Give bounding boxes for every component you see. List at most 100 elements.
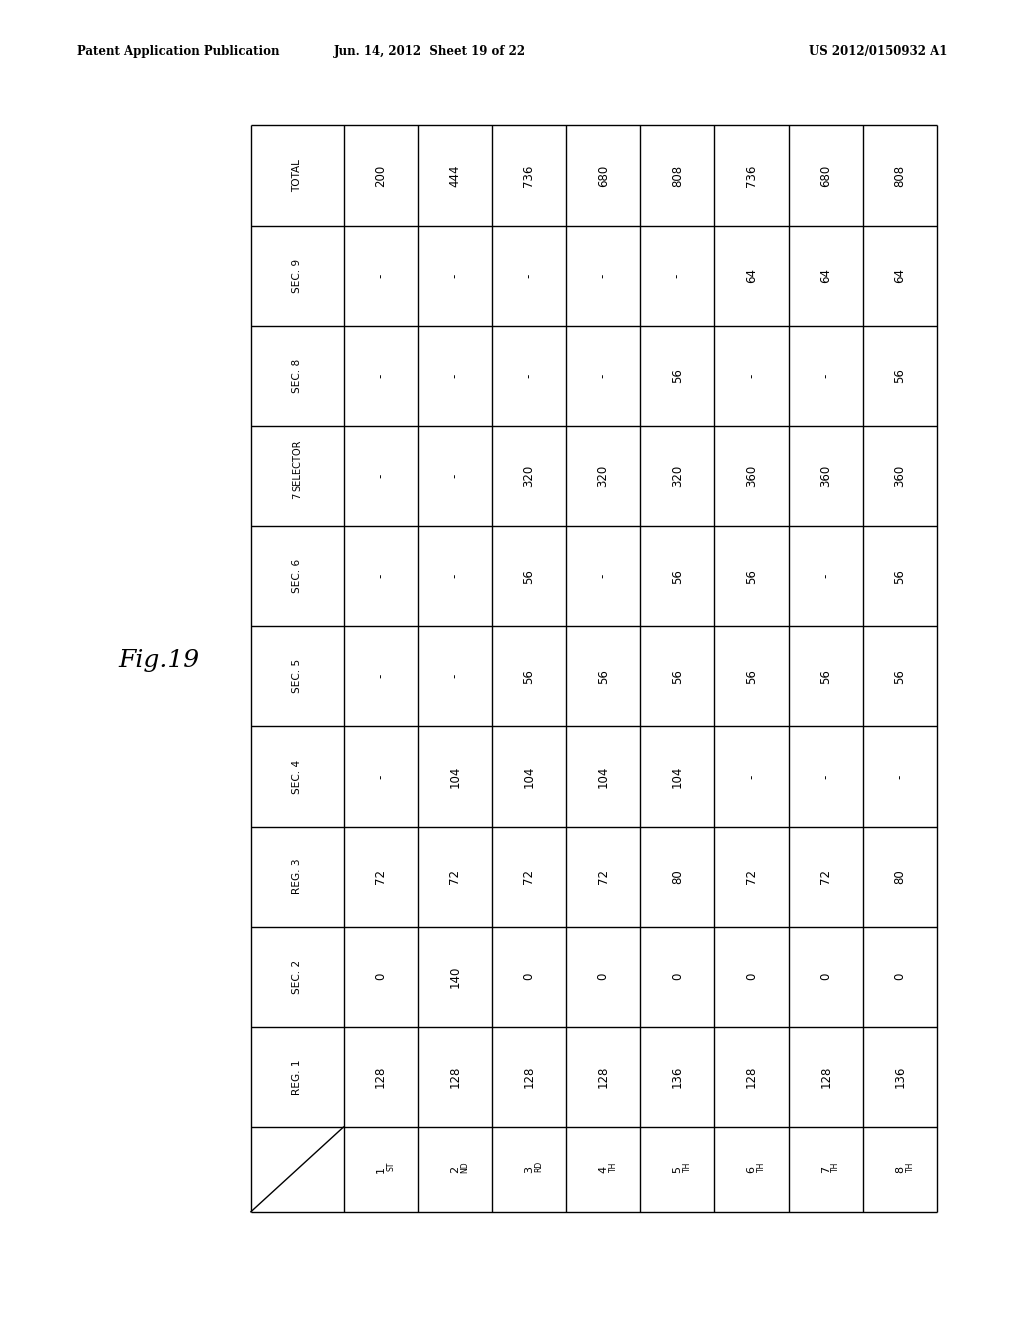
Text: 360: 360: [893, 465, 906, 487]
Text: 72: 72: [449, 869, 461, 884]
Text: 140: 140: [449, 966, 461, 987]
Text: REG. 1: REG. 1: [292, 1059, 302, 1094]
Text: 136: 136: [671, 1065, 684, 1088]
Text: SEC. 4: SEC. 4: [292, 759, 302, 793]
Text: Fig.19: Fig.19: [118, 648, 200, 672]
Text: -: -: [819, 775, 833, 779]
Text: 4: 4: [598, 1166, 608, 1173]
Text: 128: 128: [745, 1065, 758, 1088]
Text: 64: 64: [893, 268, 906, 284]
Text: 3: 3: [524, 1166, 534, 1173]
Text: 320: 320: [597, 465, 609, 487]
Text: 56: 56: [671, 569, 684, 583]
Text: -: -: [597, 273, 609, 277]
Text: 56: 56: [745, 569, 758, 583]
Text: -: -: [449, 273, 461, 277]
Text: -: -: [449, 574, 461, 578]
Text: 360: 360: [745, 465, 758, 487]
Text: -: -: [597, 374, 609, 378]
Text: 808: 808: [671, 165, 684, 186]
Text: TH: TH: [757, 1162, 766, 1172]
Text: 56: 56: [745, 669, 758, 684]
Text: TH: TH: [905, 1162, 914, 1172]
Text: -: -: [893, 775, 906, 779]
Text: 736: 736: [745, 164, 758, 186]
Text: TH: TH: [683, 1162, 692, 1172]
Text: 64: 64: [819, 268, 833, 284]
Text: RD: RD: [535, 1162, 544, 1172]
Text: -: -: [449, 374, 461, 378]
Text: -: -: [819, 374, 833, 378]
Text: -: -: [597, 574, 609, 578]
Text: 128: 128: [449, 1065, 461, 1088]
Text: 444: 444: [449, 164, 461, 186]
Text: -: -: [522, 374, 536, 378]
Text: 680: 680: [819, 165, 833, 186]
Text: -: -: [745, 775, 758, 779]
Text: -: -: [671, 273, 684, 277]
Text: 104: 104: [522, 766, 536, 788]
Text: 128: 128: [374, 1065, 387, 1088]
Text: 136: 136: [893, 1065, 906, 1088]
Text: SEC. 5: SEC. 5: [292, 659, 302, 693]
Text: SELECTOR: SELECTOR: [292, 440, 302, 491]
Text: 128: 128: [522, 1065, 536, 1088]
Text: -: -: [449, 474, 461, 478]
Text: SEC. 8: SEC. 8: [292, 359, 302, 393]
Text: 736: 736: [522, 164, 536, 186]
Text: TH: TH: [609, 1162, 617, 1172]
Text: 360: 360: [819, 465, 833, 487]
Text: 1: 1: [376, 1166, 386, 1173]
Text: 808: 808: [893, 165, 906, 186]
Text: 0: 0: [597, 973, 609, 981]
Text: -: -: [374, 273, 387, 277]
Text: 8: 8: [895, 1166, 905, 1173]
Text: 56: 56: [671, 368, 684, 383]
Text: 128: 128: [819, 1065, 833, 1088]
Text: 56: 56: [819, 669, 833, 684]
Text: REG. 3: REG. 3: [292, 859, 302, 895]
Text: 80: 80: [671, 870, 684, 884]
Text: 72: 72: [522, 869, 536, 884]
Text: 128: 128: [597, 1065, 609, 1088]
Text: 7: 7: [292, 492, 302, 499]
Text: Patent Application Publication: Patent Application Publication: [77, 45, 280, 58]
Text: 104: 104: [449, 766, 461, 788]
Text: 56: 56: [597, 669, 609, 684]
Text: 0: 0: [522, 973, 536, 981]
Text: 104: 104: [671, 766, 684, 788]
Text: 104: 104: [597, 766, 609, 788]
Text: 0: 0: [893, 973, 906, 981]
Text: SEC. 9: SEC. 9: [292, 259, 302, 293]
Text: 0: 0: [819, 973, 833, 981]
Text: 72: 72: [745, 869, 758, 884]
Text: 72: 72: [374, 869, 387, 884]
Text: -: -: [374, 775, 387, 779]
Text: -: -: [745, 374, 758, 378]
Text: 0: 0: [745, 973, 758, 981]
Text: 7: 7: [820, 1166, 830, 1173]
Text: 56: 56: [893, 669, 906, 684]
Text: US 2012/0150932 A1: US 2012/0150932 A1: [809, 45, 947, 58]
Text: TOTAL: TOTAL: [292, 158, 302, 191]
Text: 320: 320: [671, 465, 684, 487]
Text: -: -: [374, 474, 387, 478]
Text: 72: 72: [597, 869, 609, 884]
Text: 0: 0: [374, 973, 387, 981]
Text: 56: 56: [522, 669, 536, 684]
Text: 0: 0: [671, 973, 684, 981]
Text: 200: 200: [374, 165, 387, 186]
Text: -: -: [819, 574, 833, 578]
Text: 320: 320: [522, 465, 536, 487]
Text: -: -: [449, 675, 461, 678]
Text: ST: ST: [386, 1162, 395, 1171]
Text: -: -: [374, 374, 387, 378]
Text: 680: 680: [597, 165, 609, 186]
Text: 72: 72: [819, 869, 833, 884]
Text: -: -: [522, 273, 536, 277]
Text: 2: 2: [450, 1166, 460, 1173]
Text: Jun. 14, 2012  Sheet 19 of 22: Jun. 14, 2012 Sheet 19 of 22: [334, 45, 526, 58]
Text: SEC. 6: SEC. 6: [292, 560, 302, 593]
Text: 80: 80: [893, 870, 906, 884]
Text: SEC. 2: SEC. 2: [292, 960, 302, 994]
